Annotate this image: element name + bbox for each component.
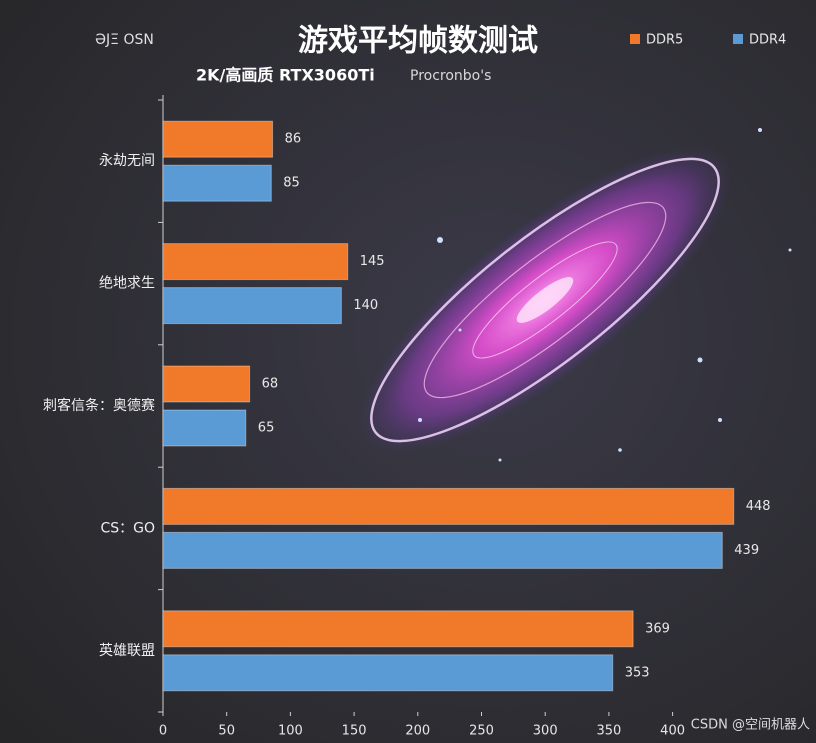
value-label: 86: [285, 132, 302, 147]
y-tick-label: 刺客信条：奥德赛: [43, 397, 155, 414]
x-tick-label: 200: [405, 724, 430, 739]
x-tick-label: 150: [342, 724, 367, 739]
value-label: 439: [734, 543, 759, 558]
bar: [162, 164, 272, 202]
annotation: ƏJΞ OSN: [95, 32, 154, 48]
x-tick-label: 50: [218, 724, 235, 739]
bar: [162, 287, 342, 325]
chart-subtitle: 2K/高画质 RTX3060Ti: [196, 66, 375, 85]
bar: [162, 243, 349, 281]
watermark: CSDN @空间机器人: [691, 718, 810, 733]
value-label: 68: [262, 377, 279, 392]
bar: [162, 610, 634, 648]
stars: [418, 128, 792, 462]
bar: [162, 531, 723, 569]
x-tick-label: 300: [533, 724, 558, 739]
chart-title: 游戏平均帧数测试: [298, 24, 538, 59]
value-label: 448: [746, 499, 771, 514]
x-tick-label: 250: [469, 724, 494, 739]
legend-label: DDR5: [646, 33, 683, 48]
y-tick-label: 绝地求生: [99, 276, 155, 292]
bar: [162, 365, 251, 403]
x-tick-label: 0: [159, 724, 167, 739]
value-label: 369: [645, 621, 670, 636]
bar: [162, 120, 274, 158]
y-tick-label: 英雄联盟: [99, 642, 155, 659]
y-tick-label: 永劫无间: [99, 153, 155, 169]
value-label: 65: [258, 421, 275, 436]
x-tick-label: 350: [596, 724, 621, 739]
value-label: 353: [625, 665, 650, 680]
legend-swatch: [630, 34, 640, 44]
bar: [162, 654, 614, 692]
x-tick-label: 100: [278, 724, 303, 739]
legend-label: DDR4: [749, 33, 786, 48]
bar: [162, 409, 247, 447]
annotation: Procronbo's: [410, 68, 491, 84]
x-tick-label: 400: [660, 724, 685, 739]
bar: [162, 487, 735, 525]
value-label: 140: [353, 298, 378, 313]
y-tick-label: CS：GO: [100, 520, 155, 536]
value-label: 145: [360, 254, 385, 269]
value-label: 85: [283, 176, 300, 191]
galaxy: [357, 146, 733, 454]
legend-swatch: [733, 34, 743, 44]
